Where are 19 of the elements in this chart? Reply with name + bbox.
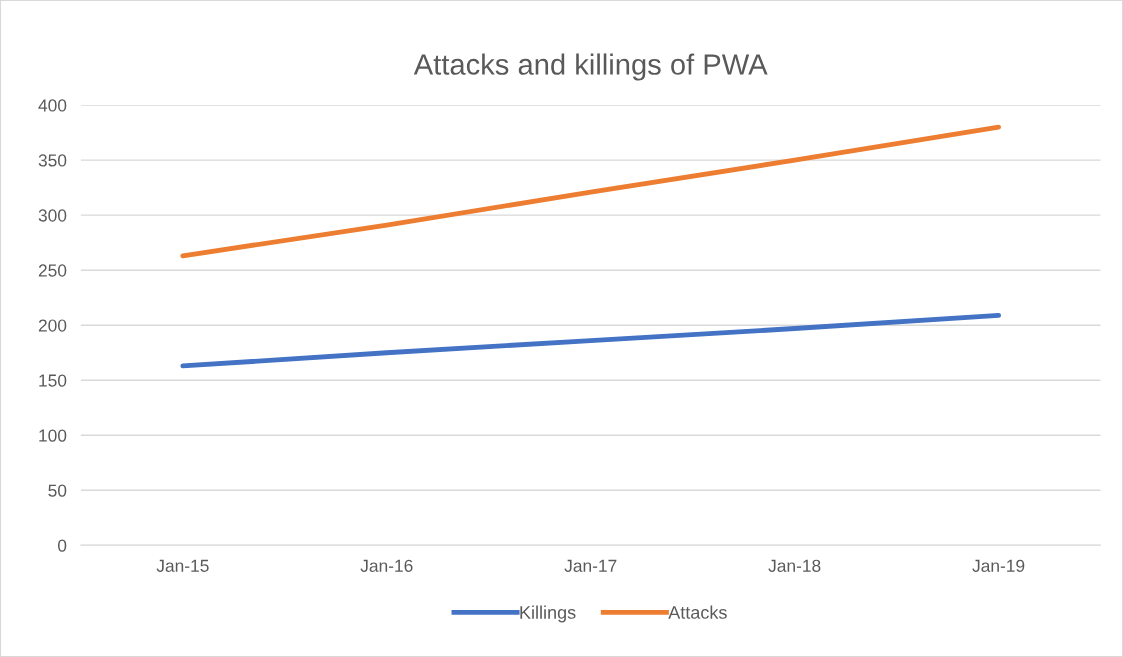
y-tick-label: 0 bbox=[57, 539, 67, 552]
x-tick-label: Jan-15 bbox=[156, 559, 209, 572]
y-tick-label: 300 bbox=[38, 209, 67, 222]
legend-label: Attacks bbox=[668, 605, 727, 619]
y-tick-label: 50 bbox=[48, 484, 67, 497]
x-tick-label: Jan-16 bbox=[360, 559, 413, 572]
y-tick-label: 100 bbox=[39, 429, 67, 442]
y-tick-label: 200 bbox=[38, 319, 67, 332]
y-tick-label: 350 bbox=[38, 154, 67, 167]
x-tick-label: Jan-19 bbox=[972, 559, 1025, 572]
y-tick-label: 150 bbox=[39, 374, 67, 387]
legend-label: Killings bbox=[520, 605, 576, 623]
x-tick-label: Jan-17 bbox=[564, 559, 617, 572]
y-tick-label: 250 bbox=[38, 264, 67, 277]
chart-title: Attacks and killings of PWA bbox=[413, 53, 768, 81]
x-tick-label: Jan-18 bbox=[768, 559, 821, 572]
line-series bbox=[180, 124, 1001, 259]
line-series bbox=[180, 312, 1001, 369]
y-tick-label: 400 bbox=[38, 99, 67, 112]
